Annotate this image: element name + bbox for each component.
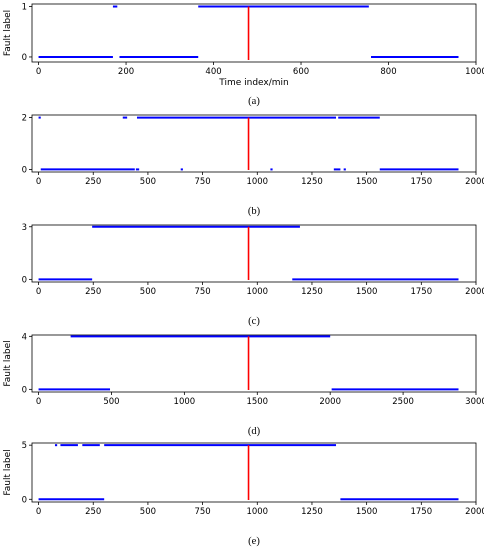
x-tick-label: 600 — [293, 67, 309, 77]
x-tick-label: 750 — [194, 287, 210, 297]
y-tick-label: 0 — [22, 495, 27, 505]
x-tick-label: 1000 — [174, 397, 196, 407]
y-tick-label: 3 — [22, 223, 27, 233]
x-tick-label: 500 — [103, 397, 119, 407]
x-tick-label: 250 — [85, 287, 101, 297]
panel-caption: (e) — [248, 536, 260, 547]
panel-caption: (c) — [248, 316, 260, 327]
x-tick-label: 1750 — [410, 177, 432, 187]
y-axis-label: Fault label — [3, 449, 13, 495]
y-tick-label: 5 — [22, 441, 27, 451]
x-tick-label: 200 — [118, 67, 134, 77]
y-tick-label: 0 — [22, 385, 27, 395]
x-tick-label: 800 — [380, 67, 396, 77]
x-tick-label: 2000 — [319, 397, 341, 407]
x-tick-label: 0 — [36, 177, 41, 187]
y-tick-label: 0 — [22, 165, 27, 175]
x-tick-label: 250 — [85, 177, 101, 187]
x-tick-label: 750 — [194, 507, 210, 517]
axes-frame-2 — [31, 114, 477, 173]
x-tick-label: 750 — [194, 177, 210, 187]
x-tick-label: 1500 — [356, 287, 378, 297]
x-tick-label: 0 — [36, 507, 41, 517]
x-tick-label: 1500 — [356, 507, 378, 517]
x-tick-label: 1250 — [301, 507, 323, 517]
axes-frame-1 — [31, 3, 477, 63]
y-tick-label: 1 — [22, 3, 27, 13]
x-tick-label: 1750 — [410, 507, 432, 517]
x-tick-label: 2000 — [465, 287, 484, 297]
y-axis-label: Fault label — [3, 10, 13, 56]
panel-caption: (d) — [248, 426, 261, 437]
y-tick-label: 2 — [22, 114, 27, 124]
x-tick-label: 250 — [85, 507, 101, 517]
x-tick-label: 2500 — [392, 397, 414, 407]
x-tick-label: 0 — [36, 287, 41, 297]
axes-frame-3 — [31, 224, 477, 283]
axes-frame-4 — [31, 334, 477, 393]
x-tick-label: 500 — [140, 287, 156, 297]
x-tick-label: 1500 — [356, 177, 378, 187]
y-tick-label: 0 — [22, 53, 27, 63]
x-tick-label: 0 — [36, 67, 41, 77]
x-tick-label: 1000 — [465, 67, 484, 77]
x-tick-label: 2000 — [465, 507, 484, 517]
x-tick-label: 2000 — [465, 177, 484, 187]
y-tick-label: 4 — [22, 332, 27, 342]
x-tick-label: 500 — [140, 507, 156, 517]
x-tick-label: 1000 — [246, 507, 268, 517]
x-tick-label: 0 — [36, 397, 41, 407]
x-tick-label: 1000 — [246, 287, 268, 297]
panel-caption: (b) — [248, 206, 261, 217]
y-axis-label: Fault label — [3, 340, 13, 386]
x-tick-label: 500 — [140, 177, 156, 187]
x-axis-label: Time index/min — [218, 78, 289, 88]
x-tick-label: 1000 — [246, 177, 268, 187]
x-tick-label: 400 — [205, 67, 221, 77]
x-tick-label: 1250 — [301, 287, 323, 297]
x-tick-label: 1750 — [410, 287, 432, 297]
x-tick-label: 1250 — [301, 177, 323, 187]
panel-caption: (a) — [248, 96, 260, 107]
axes-frame-5 — [31, 442, 477, 503]
x-tick-label: 1500 — [246, 397, 268, 407]
y-tick-label: 0 — [22, 275, 27, 285]
